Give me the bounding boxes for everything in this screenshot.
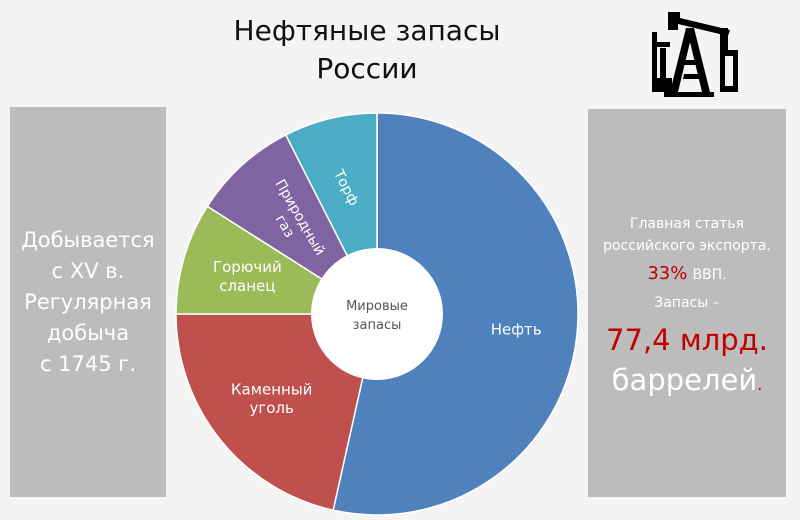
- history-line: с XV в.: [51, 258, 125, 283]
- export-panel: Главная статья российского экспорта. 33%…: [588, 109, 786, 497]
- gdp-line: 33% ВВП.: [588, 263, 786, 286]
- pie-slice: [332, 112, 579, 516]
- history-panel: Добывается с XV в. Регулярная добыча с 1…: [10, 107, 166, 497]
- history-line: Добывается: [21, 227, 155, 252]
- reserves-label: Запасы –: [654, 295, 720, 311]
- title-line-2: России: [316, 52, 418, 85]
- center-label: запасы: [353, 318, 402, 333]
- gdp-label: ВВП.: [692, 267, 727, 283]
- page-title: Нефтяные запасы России: [0, 12, 734, 88]
- slice-label: Нефть: [491, 321, 542, 339]
- history-line: с 1745 г.: [39, 351, 137, 376]
- reserves-unit: баррелей: [611, 363, 758, 397]
- pie-center: [311, 248, 443, 380]
- title-line-1: Нефтяные запасы: [233, 14, 501, 47]
- center-label: Мировые: [346, 299, 408, 314]
- history-line: Регулярная: [24, 289, 152, 314]
- slice-label: Каменный уголь: [231, 380, 313, 417]
- slice-label: Горючий сланец: [213, 258, 282, 295]
- export-line-1: Главная статья: [629, 216, 745, 232]
- history-line: добыча: [46, 320, 130, 345]
- history-text: Добывается с XV в. Регулярная добыча с 1…: [21, 225, 154, 380]
- reserves-dot: .: [757, 375, 763, 394]
- world-reserves-chart: Нефть Каменный уголь Горючий сланец Природный…: [150, 100, 590, 520]
- gdp-percent: 33%: [647, 263, 688, 284]
- export-line-2: российского экспорта.: [603, 238, 771, 254]
- oil-pumpjack-icon: [650, 8, 738, 98]
- reserves-unit-line: баррелей.: [588, 360, 786, 405]
- pie-slice: [175, 313, 378, 512]
- reserves-value: 77,4 млрд.: [606, 323, 768, 357]
